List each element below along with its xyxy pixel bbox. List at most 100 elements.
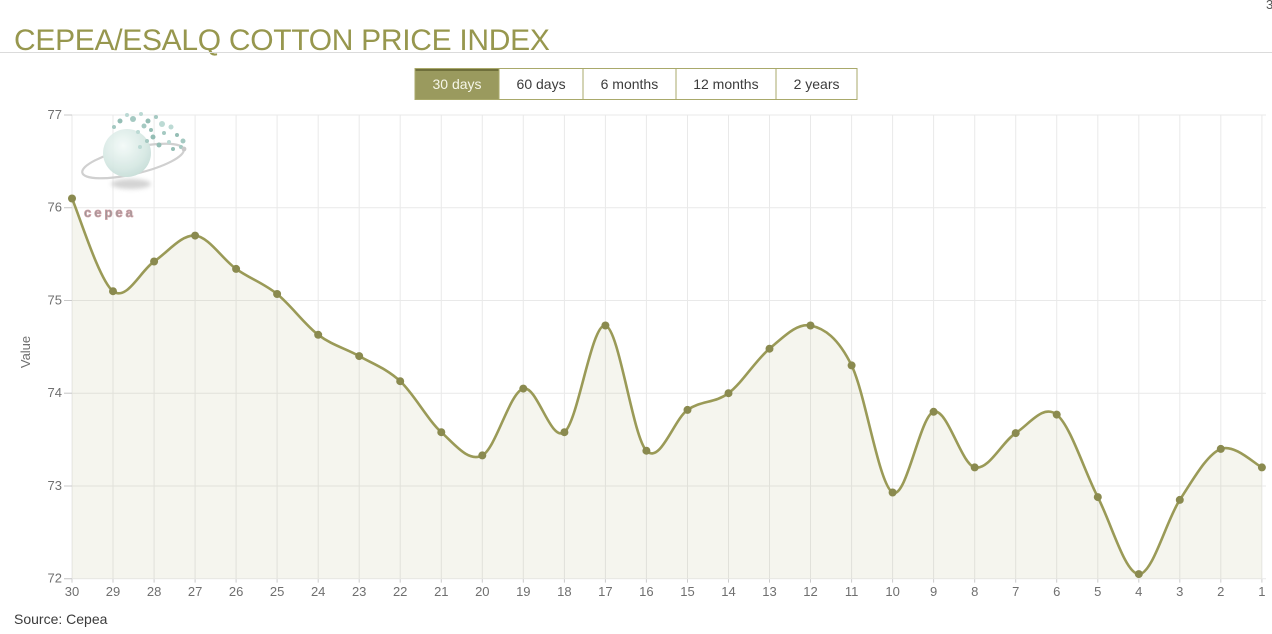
time-range-tabs: 30 days 60 days 6 months 12 months 2 yea…: [414, 68, 858, 100]
x-axis-label: 12: [803, 584, 817, 599]
x-axis-label: 25: [270, 584, 284, 599]
x-axis-label: 16: [639, 584, 653, 599]
x-axis-label: 22: [393, 584, 407, 599]
speckle-dot: [150, 134, 156, 140]
watermark-text: cepea: [84, 205, 136, 220]
data-point-marker: [109, 287, 117, 296]
speckle-dot: [180, 138, 186, 144]
source-note: Source: Cepea: [14, 611, 108, 627]
data-point-marker: [560, 428, 569, 437]
tab-12-months[interactable]: 12 months: [675, 69, 775, 99]
speckle-dot: [145, 118, 151, 124]
data-point-marker: [519, 384, 528, 393]
data-point-marker: [847, 361, 856, 370]
chart-axis-labels: 30 29 28 27 26 25 24 23 22 21 20 19 18 17 16 15 14 13 12 11…: [48, 107, 1266, 599]
cepea-watermark-logo: cepea: [81, 112, 187, 220]
data-point-marker: [396, 377, 405, 386]
data-point-marker: [806, 321, 815, 330]
area-fill: [72, 198, 1262, 579]
speckle-dot: [138, 145, 142, 149]
orbit-tip-dot: [181, 146, 187, 152]
x-axis-label: 30: [65, 584, 79, 599]
data-point-marker: [929, 407, 938, 416]
speckle-dot: [171, 147, 175, 151]
data-point-marker: [355, 352, 364, 361]
x-axis-label: 11: [845, 584, 859, 599]
x-axis-label: 13: [762, 584, 776, 599]
x-axis-label: 19: [516, 584, 530, 599]
y-axis-label: 76: [48, 200, 62, 215]
title-divider: [0, 52, 1272, 53]
y-axis-label: 75: [48, 293, 62, 308]
logo-speckles: [112, 112, 186, 151]
page-title: CEPEA/ESALQ COTTON PRICE INDEX: [14, 24, 550, 58]
speckle-dot: [145, 139, 149, 143]
data-point-marker: [1134, 570, 1143, 579]
data-point-marker: [1216, 444, 1225, 453]
data-point-marker: [232, 264, 241, 273]
clipped-edge-glyph: 3: [1266, 0, 1272, 12]
x-axis-label: 9: [930, 584, 937, 599]
x-axis-label: 27: [188, 584, 202, 599]
data-point-marker: [765, 344, 774, 353]
x-axis-label: 21: [434, 584, 448, 599]
x-axis-label: 8: [971, 584, 978, 599]
x-axis-label: 5: [1094, 584, 1101, 599]
x-axis-label: 15: [680, 584, 694, 599]
data-point-marker: [1257, 463, 1266, 472]
x-axis-label: 1: [1258, 584, 1265, 599]
data-point-marker: [68, 194, 76, 203]
speckle-dot: [136, 130, 140, 134]
x-axis-label: 3: [1176, 584, 1183, 599]
x-axis-label: 20: [475, 584, 489, 599]
data-point-marker: [601, 321, 610, 330]
data-point-marker: [437, 428, 446, 437]
speckle-dot: [117, 118, 123, 124]
speckle-dot: [130, 116, 136, 122]
tab-2-years[interactable]: 2 years: [775, 69, 857, 99]
data-point-marker: [888, 488, 897, 497]
x-axis-label: 24: [311, 584, 325, 599]
x-axis-label: 6: [1053, 584, 1060, 599]
data-point-marker: [1011, 429, 1020, 438]
x-axis-label: 14: [721, 584, 735, 599]
data-point-marker: [1093, 493, 1102, 502]
x-axis-label: 28: [147, 584, 161, 599]
data-point-marker: [1175, 495, 1184, 504]
speckle-dot: [112, 125, 116, 129]
speckle-dot: [159, 121, 165, 127]
tab-6-months[interactable]: 6 months: [582, 69, 676, 99]
tab-60-days[interactable]: 60 days: [498, 69, 583, 99]
speckle-dot: [156, 142, 162, 148]
y-axis-label: 74: [48, 385, 62, 400]
speckle-dot: [141, 123, 147, 129]
x-axis-label: 18: [557, 584, 571, 599]
data-point-marker: [642, 446, 651, 455]
logo-shadow: [111, 179, 151, 189]
speckle-dot: [167, 140, 171, 144]
speckle-dot: [125, 113, 129, 117]
speckle-dot: [139, 112, 143, 116]
y-axis-label: 77: [48, 107, 62, 122]
chart-grid: [64, 114, 1266, 583]
y-axis-label: 72: [48, 571, 62, 586]
data-point-marker: [1052, 410, 1061, 419]
x-axis-label: 4: [1135, 584, 1142, 599]
data-point-marker: [683, 405, 692, 414]
x-axis-label: 23: [352, 584, 366, 599]
y-axis-label: 73: [48, 478, 62, 493]
x-axis-label: 17: [598, 584, 612, 599]
x-axis-label: 2: [1217, 584, 1224, 599]
x-axis-label: 10: [885, 584, 899, 599]
speckle-dot: [175, 133, 179, 137]
speckle-dot: [154, 115, 158, 119]
data-point-marker: [970, 463, 979, 472]
x-axis-label: 7: [1012, 584, 1019, 599]
data-point-marker: [191, 231, 200, 240]
tab-30-days[interactable]: 30 days: [415, 69, 499, 99]
y-axis-title: Value: [18, 336, 33, 368]
data-point-marker: [724, 389, 733, 398]
data-point-marker: [150, 257, 159, 266]
